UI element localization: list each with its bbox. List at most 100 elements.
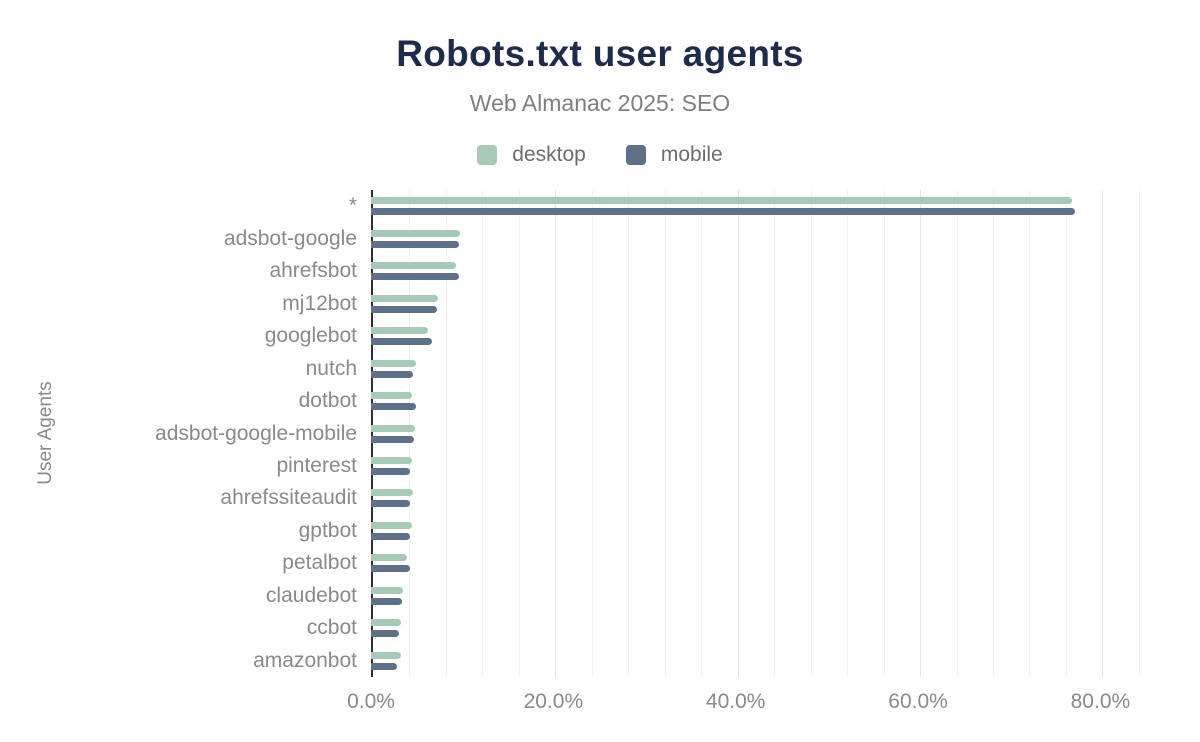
bar-group <box>371 515 1146 547</box>
category-label: petalbot <box>282 551 357 575</box>
bar-group <box>371 417 1146 449</box>
category-label: dotbot <box>298 389 357 413</box>
legend-label-desktop: desktop <box>512 143 586 166</box>
bar-group <box>371 645 1146 677</box>
category-label: adsbot-google-mobile <box>155 421 357 445</box>
desktop-bar <box>371 392 413 400</box>
mobile-bar <box>371 240 459 248</box>
desktop-bar <box>371 554 408 562</box>
gridline <box>810 190 812 677</box>
chart-row: * <box>0 190 1146 222</box>
mobile-bar <box>371 435 414 443</box>
x-tick-label: 80.0% <box>1070 690 1131 713</box>
chart-row: ahrefssiteaudit <box>0 482 1146 514</box>
gridline <box>1029 190 1031 677</box>
bar-group <box>371 547 1146 579</box>
bar-group <box>371 190 1146 222</box>
category-label: pinterest <box>276 453 357 477</box>
desktop-bar <box>371 521 413 529</box>
mobile-bar <box>371 338 433 346</box>
desktop-bar <box>371 197 1073 205</box>
bar-group <box>371 450 1146 482</box>
bar-group <box>371 352 1146 384</box>
chart-row: pinterest <box>0 450 1146 482</box>
bar-group <box>371 612 1146 644</box>
rows-container: * adsbot-google ahrefsbot mj12bot google… <box>0 190 1146 677</box>
bar-group <box>371 482 1146 514</box>
gridline <box>920 190 922 677</box>
bar-group <box>371 222 1146 254</box>
gridline <box>737 190 739 677</box>
x-tick-label: 20.0% <box>523 690 584 713</box>
chart-row: claudebot <box>0 580 1146 612</box>
desktop-bar <box>371 424 415 432</box>
legend-label-mobile: mobile <box>660 143 723 166</box>
desktop-bar <box>371 229 461 237</box>
mobile-bar <box>371 662 398 670</box>
chart-row: adsbot-google <box>0 222 1146 254</box>
mobile-bar <box>371 500 411 508</box>
desktop-bar <box>371 619 402 627</box>
mobile-bar <box>371 403 416 411</box>
gridline <box>993 190 994 677</box>
category-label: gptbot <box>298 518 357 542</box>
gridline <box>409 190 411 677</box>
chart-row: nutch <box>0 352 1146 384</box>
gridline <box>482 190 484 677</box>
desktop-bar <box>371 294 438 302</box>
chart-row: ccbot <box>0 612 1146 644</box>
category-label: adsbot-google <box>223 226 357 250</box>
gridline <box>1102 190 1104 677</box>
chart-row: googlebot <box>0 320 1146 352</box>
bar-group <box>371 385 1146 417</box>
category-label: claudebot <box>265 583 357 607</box>
plot-grid <box>371 190 1148 677</box>
desktop-bar <box>371 489 413 497</box>
chart-subtitle: Web Almanac 2025: SEO <box>469 90 731 116</box>
gridline <box>518 190 520 677</box>
mobile-swatch-icon <box>625 145 646 165</box>
legend-item-mobile[interactable]: mobile <box>625 143 723 167</box>
bar-group <box>371 287 1146 319</box>
desktop-bar <box>371 651 402 659</box>
desktop-bar <box>371 262 456 270</box>
gridline <box>956 190 958 677</box>
desktop-bar <box>371 456 413 464</box>
mobile-bar <box>371 630 400 638</box>
mobile-bar <box>371 370 413 378</box>
legend-item-desktop[interactable]: desktop <box>477 143 586 167</box>
category-label: ccbot <box>306 616 357 640</box>
desktop-bar <box>371 327 428 335</box>
gridline <box>701 190 703 677</box>
gridline <box>591 190 593 677</box>
mobile-bar <box>371 467 411 475</box>
mobile-bar <box>371 565 411 573</box>
mobile-bar <box>371 208 1075 216</box>
x-tick-label: 40.0% <box>705 690 766 713</box>
gridline <box>847 190 849 677</box>
x-tick-label: 0.0% <box>347 690 395 713</box>
category-label: * <box>348 194 357 218</box>
gridline <box>883 190 885 677</box>
gridline <box>664 190 666 677</box>
chart-row: gptbot <box>0 515 1146 547</box>
category-label: ahrefsbot <box>269 259 357 283</box>
chart-title: Robots.txt user agents <box>396 33 804 74</box>
bar-group <box>371 320 1146 352</box>
chart-row: petalbot <box>0 547 1146 579</box>
gridline <box>628 190 630 677</box>
desktop-swatch-icon <box>477 145 498 165</box>
chart-row: adsbot-google-mobile <box>0 417 1146 449</box>
category-label: mj12bot <box>282 291 357 315</box>
category-label: googlebot <box>264 324 357 348</box>
x-axis-labels: 0.0% 20.0% 40.0% 60.0% 80.0% <box>347 690 1146 718</box>
category-label: ahrefssiteaudit <box>220 486 357 510</box>
legend: desktop mobile <box>0 143 1200 167</box>
mobile-bar <box>371 597 402 605</box>
category-label: amazonbot <box>253 648 357 672</box>
chart-row: dotbot <box>0 385 1146 417</box>
bar-group <box>371 580 1146 612</box>
desktop-bar <box>371 586 403 594</box>
mobile-bar <box>371 305 437 313</box>
desktop-bar <box>371 359 416 367</box>
